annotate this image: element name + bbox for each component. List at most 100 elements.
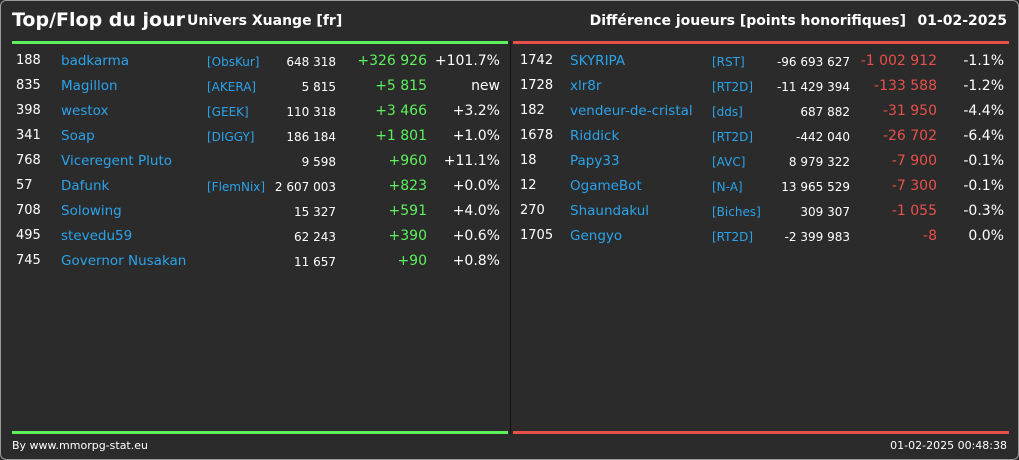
percent-cell: +0.0% <box>452 178 500 194</box>
player-name-link[interactable]: Gengyo <box>570 228 623 244</box>
top-losers-list: 1742 SKYRIPA [RST] -96 693 627 -1 002 912 -1.… <box>513 50 1009 250</box>
points-cell: 186 184 <box>286 130 336 144</box>
player-name-link[interactable]: stevedu59 <box>61 228 133 244</box>
points-cell: 5 815 <box>301 80 336 94</box>
rank-cell: 12 <box>520 178 537 193</box>
rank-cell: 1742 <box>520 53 554 68</box>
loser-row: 1705 Gengyo [RT2D] -2 399 983 -8 0.0% <box>513 225 1009 250</box>
rank-cell: 835 <box>16 78 41 93</box>
percent-cell: +0.8% <box>452 253 500 269</box>
percent-cell: +1.0% <box>452 128 500 144</box>
gainer-row: 768 Viceregent Pluto 9 598 +960 +11.1% <box>12 150 508 175</box>
points-cell: -442 040 <box>796 130 850 144</box>
alliance-tag-link[interactable]: [N-A] <box>712 180 743 194</box>
alliance-tag-link[interactable]: [RT2D] <box>712 230 754 244</box>
player-name-link[interactable]: Magillon <box>61 78 118 94</box>
loser-row: 270 Shaundakul [Biches] 309 307 -1 055 -0.3% <box>513 200 1009 225</box>
diff-cell: -8 <box>923 228 937 244</box>
rank-cell: 1678 <box>520 128 554 143</box>
rank-cell: 270 <box>520 203 545 218</box>
loser-row: 1678 Riddick [RT2D] -442 040 -26 702 -6.4% <box>513 125 1009 150</box>
points-cell: 9 598 <box>301 155 336 169</box>
player-name-link[interactable]: vendeur-de-cristal <box>570 103 693 119</box>
diff-cell: -1 055 <box>891 203 937 219</box>
alliance-tag-link[interactable]: [Biches] <box>712 205 761 219</box>
top-accent-bar-bottom <box>12 431 508 434</box>
player-name-link[interactable]: badkarma <box>61 53 130 69</box>
percent-cell: +3.2% <box>452 103 500 119</box>
points-cell: 62 243 <box>294 230 336 244</box>
loser-row: 1728 xlr8r [RT2D] -11 429 394 -133 588 -1.2% <box>513 75 1009 100</box>
alliance-tag-link[interactable]: [RT2D] <box>712 80 754 94</box>
player-name-link[interactable]: xlr8r <box>570 78 602 94</box>
gainer-row: 708 Solowing 15 327 +591 +4.0% <box>12 200 508 225</box>
percent-cell: -0.3% <box>963 203 1004 219</box>
rank-cell: 398 <box>16 103 41 118</box>
column-divider <box>510 41 511 434</box>
rank-cell: 495 <box>16 228 41 243</box>
flop-accent-bar <box>513 41 1009 44</box>
player-name-link[interactable]: westox <box>61 103 109 119</box>
points-cell: 15 327 <box>294 205 336 219</box>
points-cell: 309 307 <box>800 205 850 219</box>
percent-cell: -0.1% <box>963 153 1004 169</box>
alliance-tag-link[interactable]: [DIGGY] <box>207 130 255 144</box>
alliance-tag-link[interactable]: [AKERA] <box>207 80 257 94</box>
rank-cell: 341 <box>16 128 41 143</box>
diff-cell: +326 926 <box>357 53 427 69</box>
alliance-tag-link[interactable]: [GEEK] <box>207 105 249 119</box>
diff-cell: +1 801 <box>375 128 427 144</box>
loser-row: 18 Papy33 [AVC] 8 979 322 -7 900 -0.1% <box>513 150 1009 175</box>
diff-cell: -1 002 912 <box>860 53 937 69</box>
diff-cell: +3 466 <box>375 103 427 119</box>
points-cell: 648 318 <box>286 55 336 69</box>
header-date: 01-02-2025 <box>917 13 1007 29</box>
percent-cell: -6.4% <box>963 128 1004 144</box>
loser-row: 182 vendeur-de-cristal [dds] 687 882 -31 950… <box>513 100 1009 125</box>
alliance-tag-link[interactable]: [RT2D] <box>712 130 754 144</box>
diff-cell: +90 <box>397 253 427 269</box>
points-cell: 110 318 <box>286 105 336 119</box>
loser-row: 1742 SKYRIPA [RST] -96 693 627 -1 002 912 -1.… <box>513 50 1009 75</box>
percent-cell: -1.1% <box>963 53 1004 69</box>
rank-cell: 188 <box>16 53 41 68</box>
alliance-tag-link[interactable]: [RST] <box>712 55 745 69</box>
percent-cell: 0.0% <box>968 228 1004 244</box>
diff-cell: +390 <box>388 228 427 244</box>
diff-cell: -26 702 <box>882 128 937 144</box>
player-name-link[interactable]: Governor Nusakan <box>61 253 187 269</box>
player-name-link[interactable]: Viceregent Pluto <box>61 153 172 169</box>
diff-cell: -31 950 <box>882 103 937 119</box>
player-name-link[interactable]: Soap <box>61 128 95 144</box>
points-cell: -96 693 627 <box>776 55 850 69</box>
percent-cell: +0.6% <box>452 228 500 244</box>
rank-cell: 18 <box>520 153 537 168</box>
percent-cell: -4.4% <box>963 103 1004 119</box>
alliance-tag-link[interactable]: [dds] <box>712 105 743 119</box>
alliance-tag-link[interactable]: [FlemNix] <box>207 180 266 194</box>
flop-accent-bar-bottom <box>513 431 1009 434</box>
points-cell: 8 979 322 <box>788 155 850 169</box>
player-name-link[interactable]: Solowing <box>61 203 122 219</box>
player-name-link[interactable]: Dafunk <box>61 178 110 194</box>
player-name-link[interactable]: OgameBot <box>570 178 642 194</box>
diff-cell: -7 300 <box>891 178 937 194</box>
alliance-tag-link[interactable]: [ObsKur] <box>207 55 260 69</box>
footer-source[interactable]: By www.mmorpg-stat.eu <box>12 439 148 452</box>
top-accent-bar <box>12 41 508 44</box>
points-cell: -11 429 394 <box>776 80 850 94</box>
percent-cell: new <box>471 78 500 94</box>
rank-cell: 1728 <box>520 78 554 93</box>
player-name-link[interactable]: Papy33 <box>570 153 620 169</box>
alliance-tag-link[interactable]: [AVC] <box>712 155 746 169</box>
player-name-link[interactable]: Shaundakul <box>570 203 650 219</box>
percent-cell: -0.1% <box>963 178 1004 194</box>
player-name-link[interactable]: SKYRIPA <box>570 53 626 69</box>
footer-timestamp: 01-02-2025 00:48:38 <box>890 439 1007 452</box>
diff-cell: -133 588 <box>874 78 937 94</box>
rank-cell: 57 <box>16 178 33 193</box>
player-name-link[interactable]: Riddick <box>570 128 620 144</box>
gainer-row: 495 stevedu59 62 243 +390 +0.6% <box>12 225 508 250</box>
metric-label: Différence joueurs [points honorifiques] <box>589 13 906 29</box>
